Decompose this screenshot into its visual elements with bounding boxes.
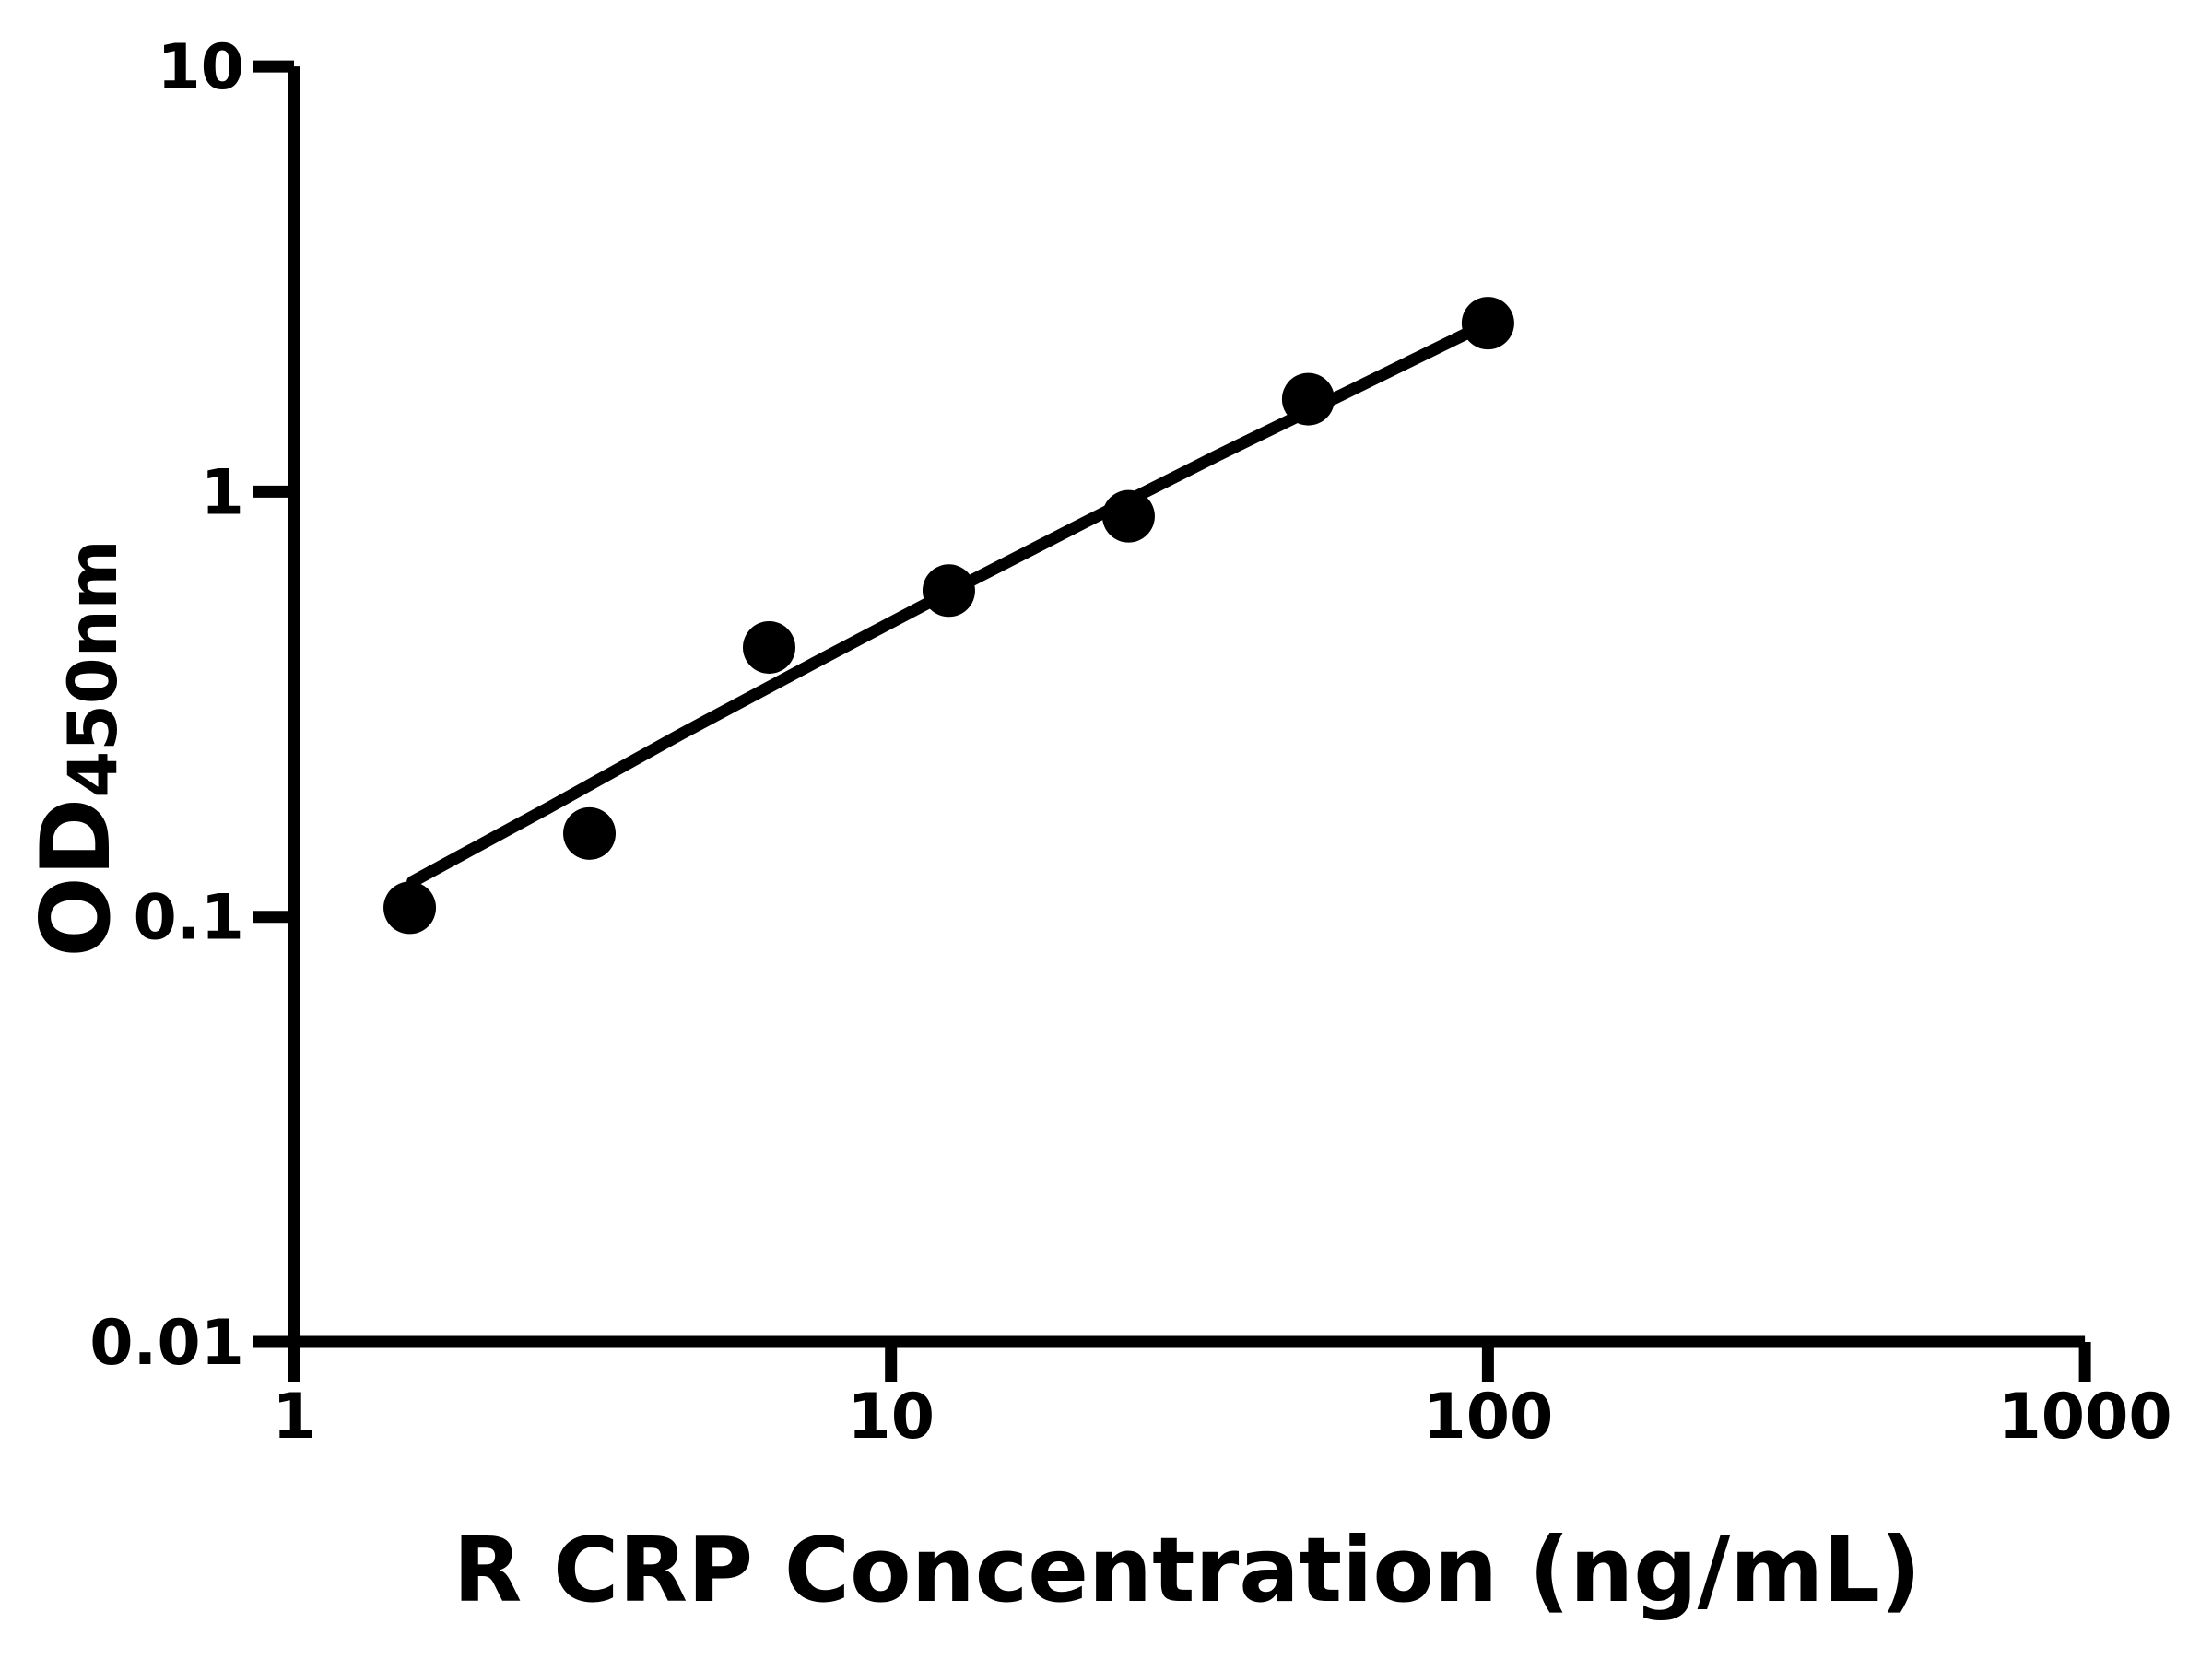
- data-point: [563, 806, 617, 860]
- x-axis-title: R CRP Concentration (ng/mL): [453, 1518, 1922, 1622]
- data-point: [742, 620, 795, 674]
- data-point: [383, 881, 437, 935]
- data-point: [1281, 372, 1335, 426]
- chart-generated-layer: 1 10 100 1000 0.01 0.1 1 10: [89, 31, 2172, 1453]
- y-axis-title: OD450nm: [21, 539, 133, 957]
- y-tick-label: 10: [157, 31, 244, 104]
- y-tick-label: 0.1: [134, 882, 244, 955]
- data-point: [1461, 297, 1514, 350]
- x-tick-label: 1000: [1997, 1381, 2171, 1453]
- x-tick-label: 1: [272, 1381, 315, 1453]
- data-point: [922, 564, 975, 618]
- x-tick-label: 100: [1422, 1381, 1553, 1453]
- y-tick-label: 0.01: [89, 1307, 244, 1380]
- x-tick-label: 10: [847, 1381, 935, 1453]
- y-axis-title-subscript: 450nm: [54, 539, 133, 797]
- axis-spines: [288, 66, 2086, 1348]
- data-point: [1101, 489, 1155, 543]
- y-tick-label: 1: [201, 456, 244, 529]
- y-axis-title-main: OD: [21, 798, 132, 958]
